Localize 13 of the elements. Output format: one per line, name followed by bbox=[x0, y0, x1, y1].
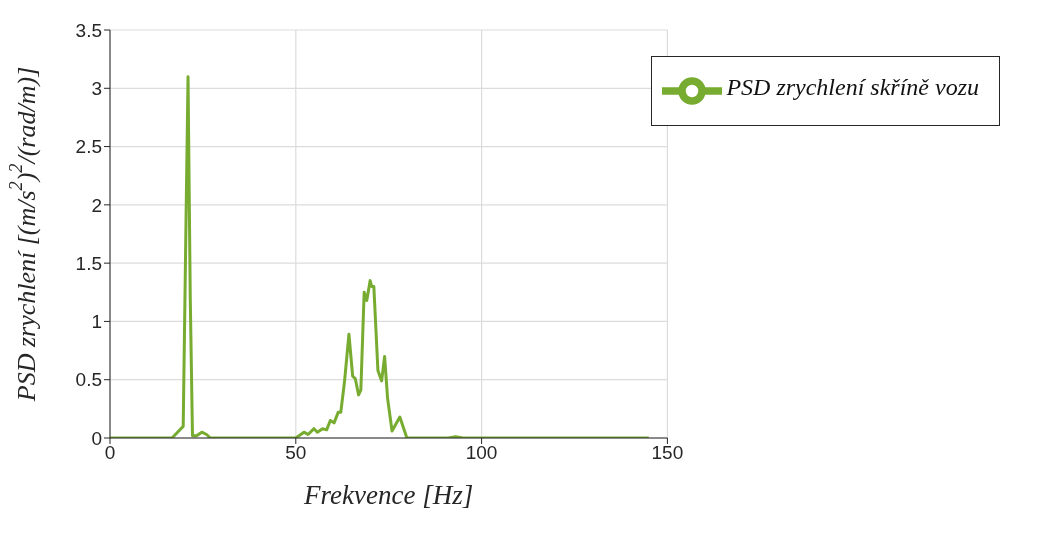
y-tick-label: 0 bbox=[91, 427, 102, 449]
y-tick-label: 1 bbox=[91, 311, 102, 333]
y-tick-label: 3.5 bbox=[75, 19, 102, 41]
y-tick-label: 2.5 bbox=[75, 136, 102, 158]
y-tick-label: 2 bbox=[91, 194, 102, 216]
legend-label: PSD zrychlení skříně vozu bbox=[726, 73, 979, 100]
y-tick-label: 3 bbox=[91, 78, 102, 100]
x-tick-label: 150 bbox=[651, 442, 684, 464]
x-tick-label: 50 bbox=[285, 442, 307, 464]
y-tick-label: 0.5 bbox=[75, 369, 102, 391]
x-axis-title: Frekvence [Hz] bbox=[303, 480, 474, 510]
y-tick-label: 1.5 bbox=[75, 252, 102, 274]
x-tick-label: 100 bbox=[465, 442, 498, 464]
